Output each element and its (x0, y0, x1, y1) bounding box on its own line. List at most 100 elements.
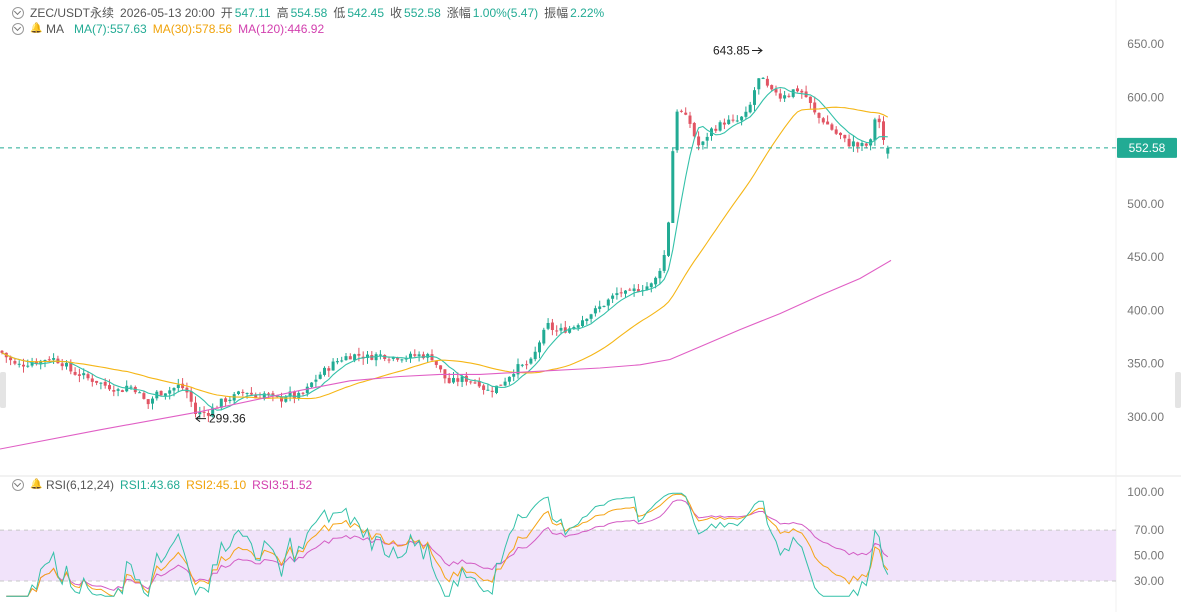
candle-body (576, 325, 580, 328)
candle-body (331, 361, 335, 371)
rsi-tick-label: 30.00 (1134, 574, 1164, 588)
high-value: 554.58 (290, 5, 328, 20)
candle-body (443, 369, 447, 379)
close-label: 收 (390, 6, 403, 20)
candle-body (146, 399, 150, 405)
candle-body (636, 289, 640, 292)
candle-body (353, 354, 357, 361)
candle-body (176, 384, 180, 389)
collapse-icon[interactable] (12, 6, 24, 19)
candle-body (525, 364, 529, 366)
candle-body (667, 222, 670, 256)
candle-body (864, 143, 868, 146)
ohlc-header: ZEC/USDT永续 2026-05-13 20:00 开 547.11 高 5… (12, 4, 610, 21)
candle-body (202, 411, 206, 413)
candle-body (477, 381, 481, 387)
candle-body (873, 119, 877, 141)
candle-body (765, 78, 769, 86)
candle-body (662, 255, 666, 271)
candle-body (589, 314, 593, 319)
right-scroll-handle[interactable] (1175, 372, 1181, 408)
candle-body (555, 330, 559, 332)
candle-body (434, 360, 438, 365)
candle-body (90, 378, 94, 382)
candle-body (43, 360, 47, 362)
candle-body (280, 396, 283, 402)
high-label: 高 (276, 6, 289, 20)
candle-body (267, 393, 271, 395)
collapse-icon[interactable] (12, 479, 24, 491)
candle-body (516, 364, 520, 375)
rsi1-line (6, 492, 889, 598)
candle-body (439, 365, 443, 370)
candle-body (611, 295, 615, 299)
left-scroll-handle[interactable] (0, 372, 6, 408)
candle-body (748, 104, 752, 113)
candle-body (705, 136, 709, 141)
candle-body (456, 378, 460, 382)
candle-body (851, 141, 855, 147)
candle-body (744, 111, 748, 117)
candle-body (13, 361, 17, 364)
candle-body (129, 386, 133, 388)
candle-body (495, 385, 498, 393)
collapse-icon[interactable] (12, 23, 24, 35)
candle-body (882, 121, 885, 140)
candle-body (452, 377, 455, 383)
alert-bell-icon[interactable]: 🔔 (30, 479, 43, 490)
candle-body (473, 382, 477, 384)
price-tick-label: 600.00 (1127, 90, 1164, 104)
candle-body (417, 354, 421, 356)
candle-body (0, 350, 4, 353)
candle-body (69, 362, 73, 372)
candle-body (740, 116, 744, 121)
close-value: 552.58 (404, 5, 441, 20)
candle-body (568, 328, 572, 333)
ma30-legend: MA(30):578.56 (152, 22, 233, 36)
candle-body (808, 96, 812, 103)
candle-body (404, 358, 408, 360)
candle-body (503, 381, 507, 386)
candle-body (52, 358, 56, 360)
candle-body (826, 121, 830, 125)
candle-body (585, 318, 589, 322)
candle-body (305, 386, 309, 394)
candle-body (310, 382, 314, 387)
candle-body (335, 361, 339, 363)
candle-body (172, 388, 176, 391)
candle-body (598, 306, 602, 309)
candle-body (731, 119, 735, 121)
candle-body (60, 363, 64, 367)
candle-body (168, 390, 172, 394)
candle-body (714, 128, 718, 131)
candle-body (159, 390, 163, 396)
candle-body (520, 364, 524, 366)
candle-body (533, 351, 537, 360)
rsi1-legend: RSI1:43.68 (120, 478, 181, 492)
candle-body (340, 360, 344, 362)
candle-body (800, 90, 804, 93)
candle-body (228, 399, 232, 402)
candle-body (615, 293, 619, 296)
candle-body (30, 362, 34, 366)
candle-body (318, 374, 322, 379)
candle-body (735, 120, 739, 122)
rsi-tick-label: 50.00 (1134, 549, 1164, 563)
candle-body (546, 322, 550, 329)
candle-body (619, 292, 623, 294)
candle-body (366, 354, 369, 358)
price-tick-label: 650.00 (1127, 37, 1164, 51)
candle-body (722, 122, 726, 125)
candle-body (770, 85, 774, 90)
ma-legend: 🔔 MA MA(7):557.63 MA(30):578.56 MA(120):… (12, 22, 330, 36)
candle-body (645, 286, 649, 291)
candle-body (22, 364, 25, 367)
alert-bell-icon[interactable]: 🔔 (30, 23, 43, 34)
candle-body (249, 392, 253, 395)
candle-body (877, 118, 881, 123)
candle-body (499, 384, 503, 386)
candle-body (198, 411, 202, 415)
low-arrow-icon (195, 415, 206, 423)
